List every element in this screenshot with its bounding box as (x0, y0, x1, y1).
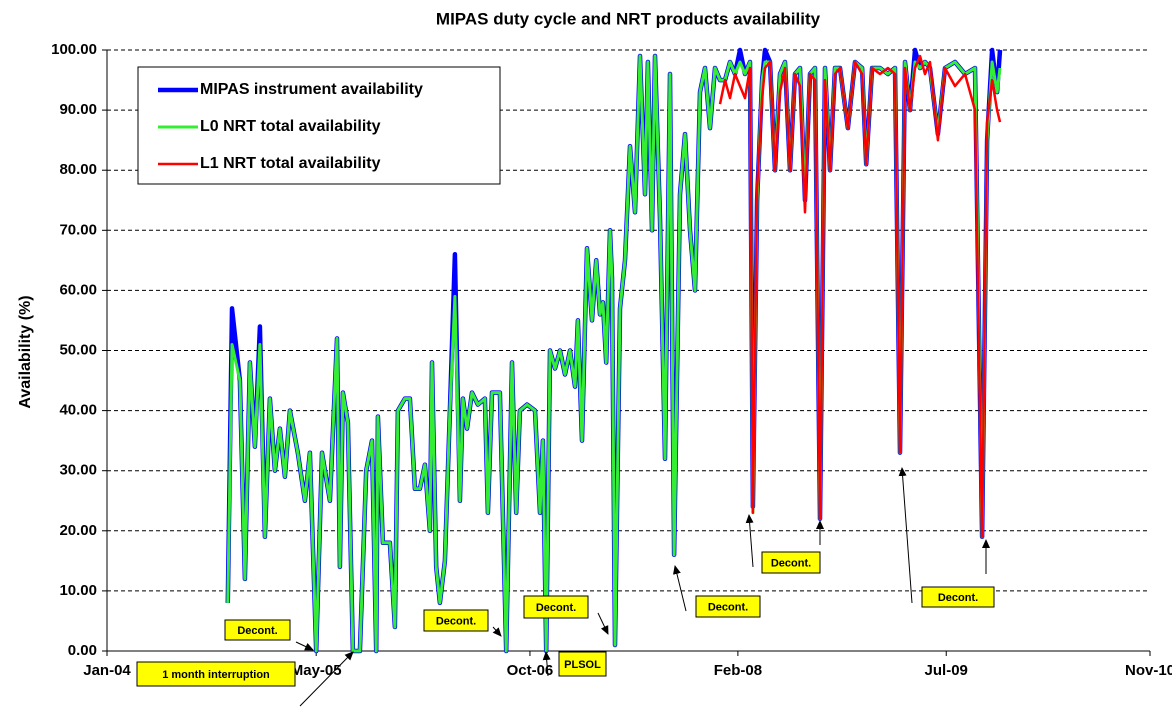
legend-label: L1 NRT total availability (200, 155, 381, 172)
annotation-box (136, 661, 296, 687)
annotation-arrow (492, 626, 502, 637)
y-tick-label: 30.00 (59, 462, 97, 479)
annotation-arrow (673, 565, 687, 612)
annotation-text: Decont. (708, 601, 748, 613)
annotation-arrow (295, 641, 314, 651)
x-tick-label: Feb-08 (714, 662, 762, 679)
series-line (718, 54, 1002, 539)
annotation-arrow (898, 467, 913, 604)
legend-label: MIPAS instrument availability (200, 81, 423, 98)
y-tick-label: 0.00 (68, 642, 97, 659)
annotation-text: PLSOL (564, 659, 601, 671)
annotation-box (224, 619, 291, 641)
annotation-text: Decont. (771, 557, 811, 569)
annotation-box (761, 551, 821, 574)
annotation-box (921, 586, 995, 608)
annotation-text: 1 month interruption (162, 669, 270, 681)
annotation-box (558, 651, 607, 677)
annotation-arrow (299, 651, 354, 707)
legend-label: L0 NRT total availability (200, 118, 381, 135)
annotation-box (523, 595, 589, 619)
annotation-text: Decont. (938, 592, 978, 604)
legend-box (137, 66, 501, 185)
x-tick-label: May-05 (291, 662, 342, 679)
annotation-text: Decont. (536, 602, 576, 614)
annotation-arrow (597, 612, 609, 635)
annotation-box (423, 609, 489, 632)
x-tick-label: Jan-04 (83, 662, 131, 679)
annotation-arrow (542, 651, 551, 677)
y-tick-label: 70.00 (59, 221, 97, 238)
x-tick-label: Nov-10 (1125, 662, 1172, 679)
y-tick-label: 90.00 (59, 101, 97, 118)
y-tick-label: 100.00 (51, 41, 97, 58)
y-tick-label: 40.00 (59, 402, 97, 419)
annotation-box (695, 595, 761, 618)
x-tick-label: Oct-06 (507, 662, 554, 679)
y-tick-label: 10.00 (59, 582, 97, 599)
y-axis-label: Availability (%) (17, 295, 34, 408)
y-tick-label: 80.00 (59, 161, 97, 178)
y-tick-label: 60.00 (59, 281, 97, 298)
chart-title: MIPAS duty cycle and NRT products availa… (436, 9, 821, 28)
y-tick-label: 20.00 (59, 522, 97, 539)
annotation-arrow (745, 514, 754, 568)
y-tick-label: 50.00 (59, 341, 97, 358)
annotation-text: Decont. (237, 625, 277, 637)
annotation-text: Decont. (436, 615, 476, 627)
x-tick-label: Jul-09 (925, 662, 968, 679)
